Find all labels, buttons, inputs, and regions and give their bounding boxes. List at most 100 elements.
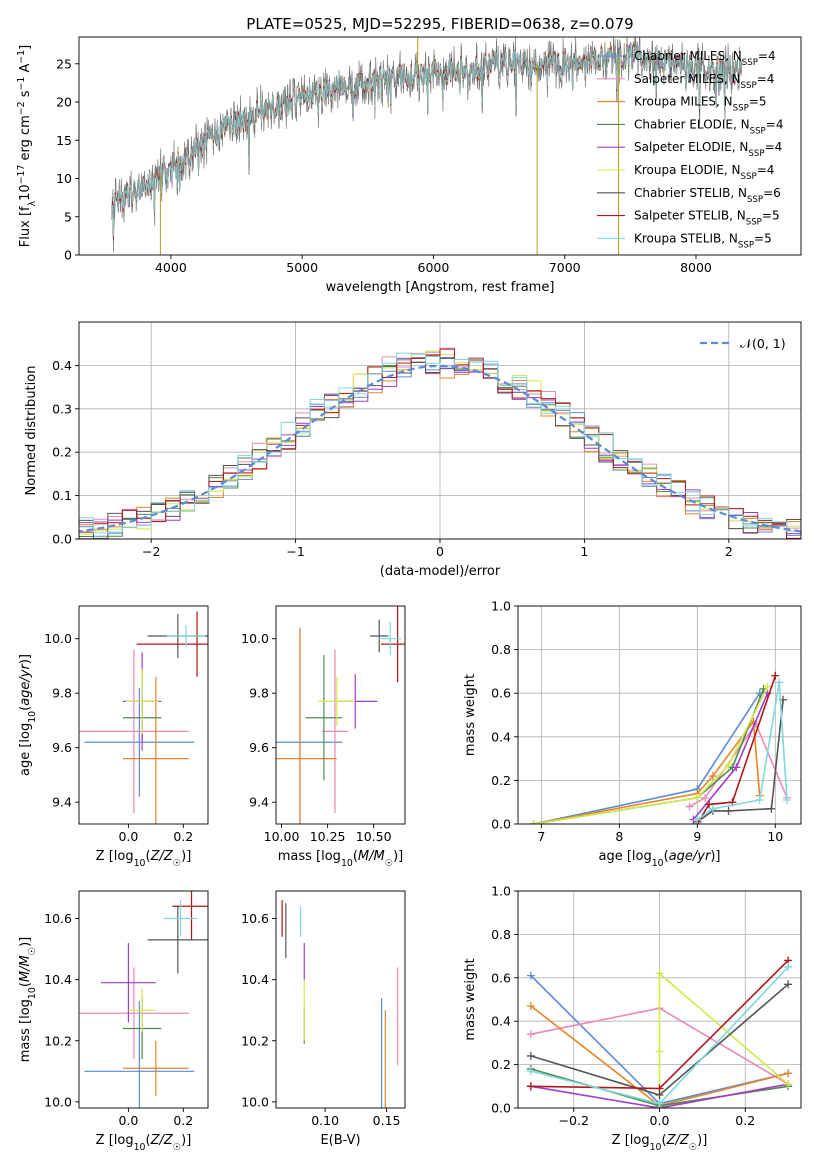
x-tick-label: 10.50	[356, 829, 392, 844]
x-tick-label: 10.25	[310, 829, 346, 844]
series-marker	[693, 793, 702, 802]
errorbar-kroupa-miles	[122, 1040, 189, 1096]
series-marker	[724, 806, 733, 815]
series-line	[533, 688, 765, 824]
series-marker	[526, 971, 535, 980]
series-marker	[784, 1080, 793, 1089]
y-tick-label: 9.4	[249, 795, 269, 810]
age_vs_Z-panel: 0.0 0.2 9.4 9.6 9.8 10.0 Z [log10(Z/Z☉)] age [l…	[18, 605, 209, 869]
y-tick-label: 0.0	[52, 532, 72, 547]
series-marker	[775, 678, 784, 687]
x-tick-label: 6000	[418, 260, 450, 275]
series-marker	[685, 802, 694, 811]
massweight_vs_age-panel: 7 8 9 10 0.0 0.2 0.4 0.6 0.8 1.0 age [log10(age/yr…	[463, 599, 802, 869]
series-line	[530, 1083, 789, 1108]
series-marker	[771, 671, 780, 680]
x-axis-label: Z [log10(Z/Z☉)]	[96, 1133, 192, 1153]
y-tick-label: 10.4	[241, 972, 269, 987]
x-axis-label: Z [log10(Z/Z☉)]	[96, 849, 192, 869]
x-tick-label: 8	[615, 829, 623, 844]
x-tick-label: 0	[436, 544, 444, 559]
spectrum-panel: 4000 5000 6000 7000 8000 0 5 10 15 20 25 wavelength…	[16, 36, 802, 295]
y-tick-label: 9.6	[249, 740, 269, 755]
errorbar-kroupa-elodie	[125, 668, 159, 735]
spectrum-plot-area	[111, 37, 743, 255]
errorbar-chabrier-stelib	[369, 619, 389, 653]
series-marker	[763, 682, 772, 691]
y-tick-label: 0.1	[52, 488, 72, 503]
x-tick-label: 7000	[549, 260, 581, 275]
y-tick-label: 0.2	[491, 773, 511, 788]
mass-weight-salpeter-stelib	[526, 956, 793, 1093]
axes-frame	[78, 890, 209, 1109]
errorbar-chabrier-miles	[84, 687, 195, 797]
errorbar-kroupa-miles	[276, 630, 337, 824]
mass-weight-kroupa-stelib	[693, 678, 791, 824]
series-marker	[526, 1051, 535, 1060]
mass-weight-kroupa-elodie	[655, 969, 793, 1108]
y-tick-label: 0.4	[52, 358, 72, 373]
y-tick-label: 10	[56, 171, 72, 186]
x-axis-label: mass [log10(M/M☉)]	[278, 849, 404, 869]
x-axis-label: (data-model)/error	[380, 564, 501, 579]
series-marker	[708, 804, 717, 813]
spectrum-legend: Chabrier MILES, NSSP=4 Salpeter MILES, NS…	[597, 49, 783, 250]
x-axis-label: Z [log10(Z/Z☉)]	[612, 1133, 708, 1153]
model-spectrum-kroupa-stelib	[111, 43, 743, 237]
series-marker	[526, 1030, 535, 1039]
axes-frame	[275, 890, 406, 1109]
y-tick-label: 0.6	[491, 686, 511, 701]
series-marker	[732, 763, 741, 772]
x-tick-label: −1	[286, 544, 304, 559]
series-marker	[526, 1067, 535, 1076]
mass-weight-kroupa-elodie	[529, 682, 772, 824]
x-tick-label: 10	[767, 829, 783, 844]
series-marker	[708, 772, 717, 781]
legend-entry: Kroupa STELIB, NSSP=5	[634, 231, 772, 250]
x-tick-label: 8000	[680, 260, 712, 275]
y-tick-label: 0.0	[491, 817, 511, 832]
x-tick-label: 0.0	[118, 1113, 138, 1128]
legend-entry: Chabrier ELODIE, NSSP=4	[634, 117, 783, 136]
series-marker	[526, 1002, 535, 1011]
axes-frame	[78, 36, 802, 256]
y-axis-label: mass weight	[463, 958, 478, 1040]
errorbar-kroupa-stelib	[164, 900, 198, 937]
errorbar-kroupa-stelib	[379, 622, 402, 656]
y-tick-label: 10.0	[241, 631, 269, 646]
age_vs_mass-plot-area	[276, 606, 405, 824]
series-marker	[755, 796, 764, 805]
y-tick-label: 1.0	[491, 884, 511, 899]
mass_vs_EBV-panel: 0.10 0.15 10.0 10.2 10.4 10.6 E(B-V)	[241, 890, 406, 1148]
y-tick-label: 0.4	[491, 729, 511, 744]
mass_vs_Z-plot-area	[79, 891, 208, 1108]
series-line	[696, 675, 777, 824]
errorbar-salpeter-stelib	[136, 611, 208, 677]
y-tick-label: 5	[64, 209, 72, 224]
normal-curve	[79, 364, 801, 533]
x-tick-label: 0.0	[650, 1113, 670, 1128]
errorbar-salpeter-stelib	[172, 891, 208, 940]
y-axis-label: Flux [fλ10−17 erg cm−2 s−1 A−1]	[16, 45, 38, 247]
errorbar-chabrier-miles	[84, 1001, 195, 1108]
series-marker	[655, 1047, 664, 1056]
y-tick-label: 1.0	[491, 599, 511, 614]
massweight_vs_Z-panel: −0.2 0.0 0.2 0.0 0.2 0.4 0.6 0.8 1.0 Z [log10(Z/Z…	[463, 884, 802, 1153]
plot-panels: 4000 5000 6000 7000 80000510152025wavelength…	[16, 36, 802, 1153]
y-tick-label: 0.2	[491, 1057, 511, 1072]
errorbar-salpeter-miles	[322, 649, 348, 814]
errorbar-salpeter-stelib	[381, 606, 405, 683]
errorbar-kroupa-elodie	[128, 988, 156, 1032]
y-tick-label: 0	[64, 248, 72, 263]
y-tick-label: 10.6	[241, 911, 269, 926]
age_vs_mass-panel: 10.00 10.25 10.50 9.4 9.6 9.8 10.0 mass [log10(…	[241, 605, 406, 869]
age_vs_Z-plot-area	[79, 611, 208, 824]
x-tick-label: 0.0	[118, 829, 138, 844]
residuals-panel: −2 −1 0 1 2 0.0 0.1 0.2 0.3 0.4 (data-model)/error…	[24, 321, 802, 579]
series-line	[533, 686, 769, 824]
x-tick-label: 2	[725, 544, 733, 559]
x-tick-label: −0.2	[559, 1113, 589, 1128]
y-tick-label: 15	[56, 133, 72, 148]
y-tick-label: 10.2	[44, 1033, 72, 1048]
